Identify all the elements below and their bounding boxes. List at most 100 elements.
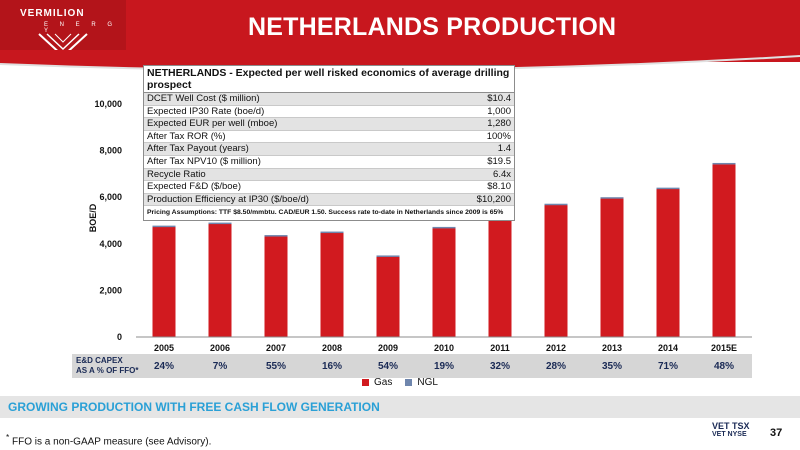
company-logo-subtitle: E N E R G Y xyxy=(44,22,118,34)
economics-row-value: 1.4 xyxy=(497,143,511,155)
exchange-listing-logo: VET TSX VET NYSE xyxy=(712,421,750,438)
economics-table-row: Expected F&D ($/boe) $8.10 xyxy=(144,181,514,194)
capex-value: 19% xyxy=(433,361,454,372)
x-tick-label: 2007 xyxy=(266,343,286,353)
exchange-line-tsx: VET TSX xyxy=(712,421,750,431)
x-tick-label: 2015E xyxy=(711,343,737,353)
x-tick-label: 2012 xyxy=(546,343,566,353)
economics-row-label: Production Efficiency at IP30 ($/boe/d) xyxy=(147,193,309,205)
bar-ngl xyxy=(600,197,624,199)
economics-table-row: DCET Well Cost ($ million) $10.4 xyxy=(144,93,514,106)
capex-value: 48% xyxy=(713,361,734,372)
economics-table-title: NETHERLANDS - Expected per well risked e… xyxy=(144,66,514,93)
economics-table-row: After Tax Payout (years) 1.4 xyxy=(144,143,514,156)
legend-label-gas: Gas xyxy=(374,377,393,388)
capex-value: 32% xyxy=(489,361,510,372)
capex-value: 24% xyxy=(153,361,174,372)
bar-ngl xyxy=(544,203,568,206)
economics-row-value: $10,200 xyxy=(476,193,511,205)
y-tick-label: 4,000 xyxy=(99,239,122,249)
economics-table-row: After Tax NPV10 ($ million) $19.5 xyxy=(144,156,514,169)
bar-ngl xyxy=(432,226,456,229)
bar-ngl xyxy=(152,225,176,228)
bar-ngl xyxy=(376,255,400,257)
capex-label: E&D CAPEX AS A % OF FFO* xyxy=(76,356,139,376)
x-axis-labels: 2005 2006 2007 2008 2009 2010 2011 2012 2013 2014… xyxy=(154,343,737,353)
y-tick-label: 10,000 xyxy=(94,99,122,109)
economics-table-row: Recycle Ratio 6.4x xyxy=(144,168,514,182)
economics-row-value: 6.4x xyxy=(493,168,511,180)
economics-row-label: After Tax Payout (years) xyxy=(147,143,249,155)
economics-row-label: Expected EUR per well (mboe) xyxy=(147,118,278,130)
legend-swatch-gas xyxy=(362,379,369,386)
economics-table-row: Expected IP30 Rate (boe/d) 1,000 xyxy=(144,106,514,119)
economics-row-value: $8.10 xyxy=(487,181,511,193)
bar-gas xyxy=(376,255,400,337)
x-tick-label: 2013 xyxy=(602,343,622,353)
capex-value: 55% xyxy=(265,361,286,372)
economics-row-value: $10.4 xyxy=(487,93,511,104)
bar-ngl xyxy=(712,162,736,165)
bar-gas xyxy=(600,198,624,337)
economics-table-rows: DCET Well Cost ($ million) $10.4 Expected … xyxy=(144,93,514,207)
capex-value: 54% xyxy=(377,361,398,372)
economics-table-row: Expected EUR per well (mboe) 1,280 xyxy=(144,118,514,131)
bar-gas xyxy=(264,235,288,337)
y-tick-label: 0 xyxy=(117,332,122,342)
bar-gas xyxy=(208,223,232,337)
economics-row-label: Expected IP30 Rate (boe/d) xyxy=(147,105,265,117)
bar-ngl xyxy=(264,235,288,237)
capex-value: 16% xyxy=(321,361,342,372)
legend-label-ngl: NGL xyxy=(417,377,438,388)
economics-row-value: $19.5 xyxy=(487,155,511,167)
economics-row-label: DCET Well Cost ($ million) xyxy=(147,93,260,104)
bar-gas xyxy=(432,227,456,337)
bar-ngl xyxy=(656,187,680,190)
bar-gas xyxy=(488,210,512,337)
page-number: 37 xyxy=(770,427,783,439)
footnote-marker: * xyxy=(6,432,10,442)
economics-row-value: 1,280 xyxy=(487,118,511,130)
x-tick-label: 2014 xyxy=(658,343,678,353)
economics-row-value: 100% xyxy=(486,130,511,142)
chart-legend: Gas NGL xyxy=(362,377,438,388)
bar-gas xyxy=(712,164,736,337)
x-tick-label: 2011 xyxy=(490,343,510,353)
capex-label-line2: AS A % OF FFO* xyxy=(76,366,139,375)
capex-value: 7% xyxy=(212,361,228,372)
bar-series xyxy=(152,162,736,337)
bar-gas xyxy=(152,226,176,337)
tagline: GROWING PRODUCTION WITH FREE CASH FLOW G… xyxy=(8,400,380,414)
company-logo-name: VERMILION xyxy=(20,8,85,19)
bar-ngl xyxy=(208,222,232,225)
legend-swatch-ngl xyxy=(405,379,413,386)
economics-row-label: Recycle Ratio xyxy=(147,168,206,180)
x-tick-label: 2009 xyxy=(378,343,398,353)
economics-row-label: After Tax NPV10 ($ million) xyxy=(147,155,261,167)
economics-table-row: Production Efficiency at IP30 ($/boe/d) $… xyxy=(144,193,514,207)
capex-value: 71% xyxy=(657,361,678,372)
economics-table-row: After Tax ROR (%) 100% xyxy=(144,131,514,144)
economics-table: NETHERLANDS - Expected per well risked e… xyxy=(143,65,515,222)
bar-gas xyxy=(320,232,344,337)
economics-table-footnote: Pricing Assumptions: TTF $8.50/mmbtu. CA… xyxy=(147,209,504,217)
capex-value: 35% xyxy=(601,361,622,372)
y-tick-label: 2,000 xyxy=(99,285,122,295)
footer-band xyxy=(0,396,800,418)
y-axis-label: BOE/D xyxy=(88,203,98,232)
capex-label-line1: E&D CAPEX xyxy=(76,356,123,365)
capex-value: 28% xyxy=(545,361,566,372)
bar-gas xyxy=(656,188,680,337)
economics-row-label: Expected F&D ($/boe) xyxy=(147,181,241,193)
bar-gas xyxy=(544,204,568,337)
ffo-footnote: * FFO is a non-GAAP measure (see Advisor… xyxy=(6,432,211,447)
footnote-text: FFO is a non-GAAP measure (see Advisory)… xyxy=(12,436,212,448)
x-tick-label: 2010 xyxy=(434,343,454,353)
x-tick-label: 2008 xyxy=(322,343,342,353)
y-tick-label: 6,000 xyxy=(99,192,122,202)
bar-ngl xyxy=(320,231,344,234)
economics-row-label: After Tax ROR (%) xyxy=(147,130,226,142)
y-axis-ticks: 0 2,000 4,000 6,000 8,000 10,000 xyxy=(94,99,122,342)
page-title: NETHERLANDS PRODUCTION xyxy=(248,13,617,41)
